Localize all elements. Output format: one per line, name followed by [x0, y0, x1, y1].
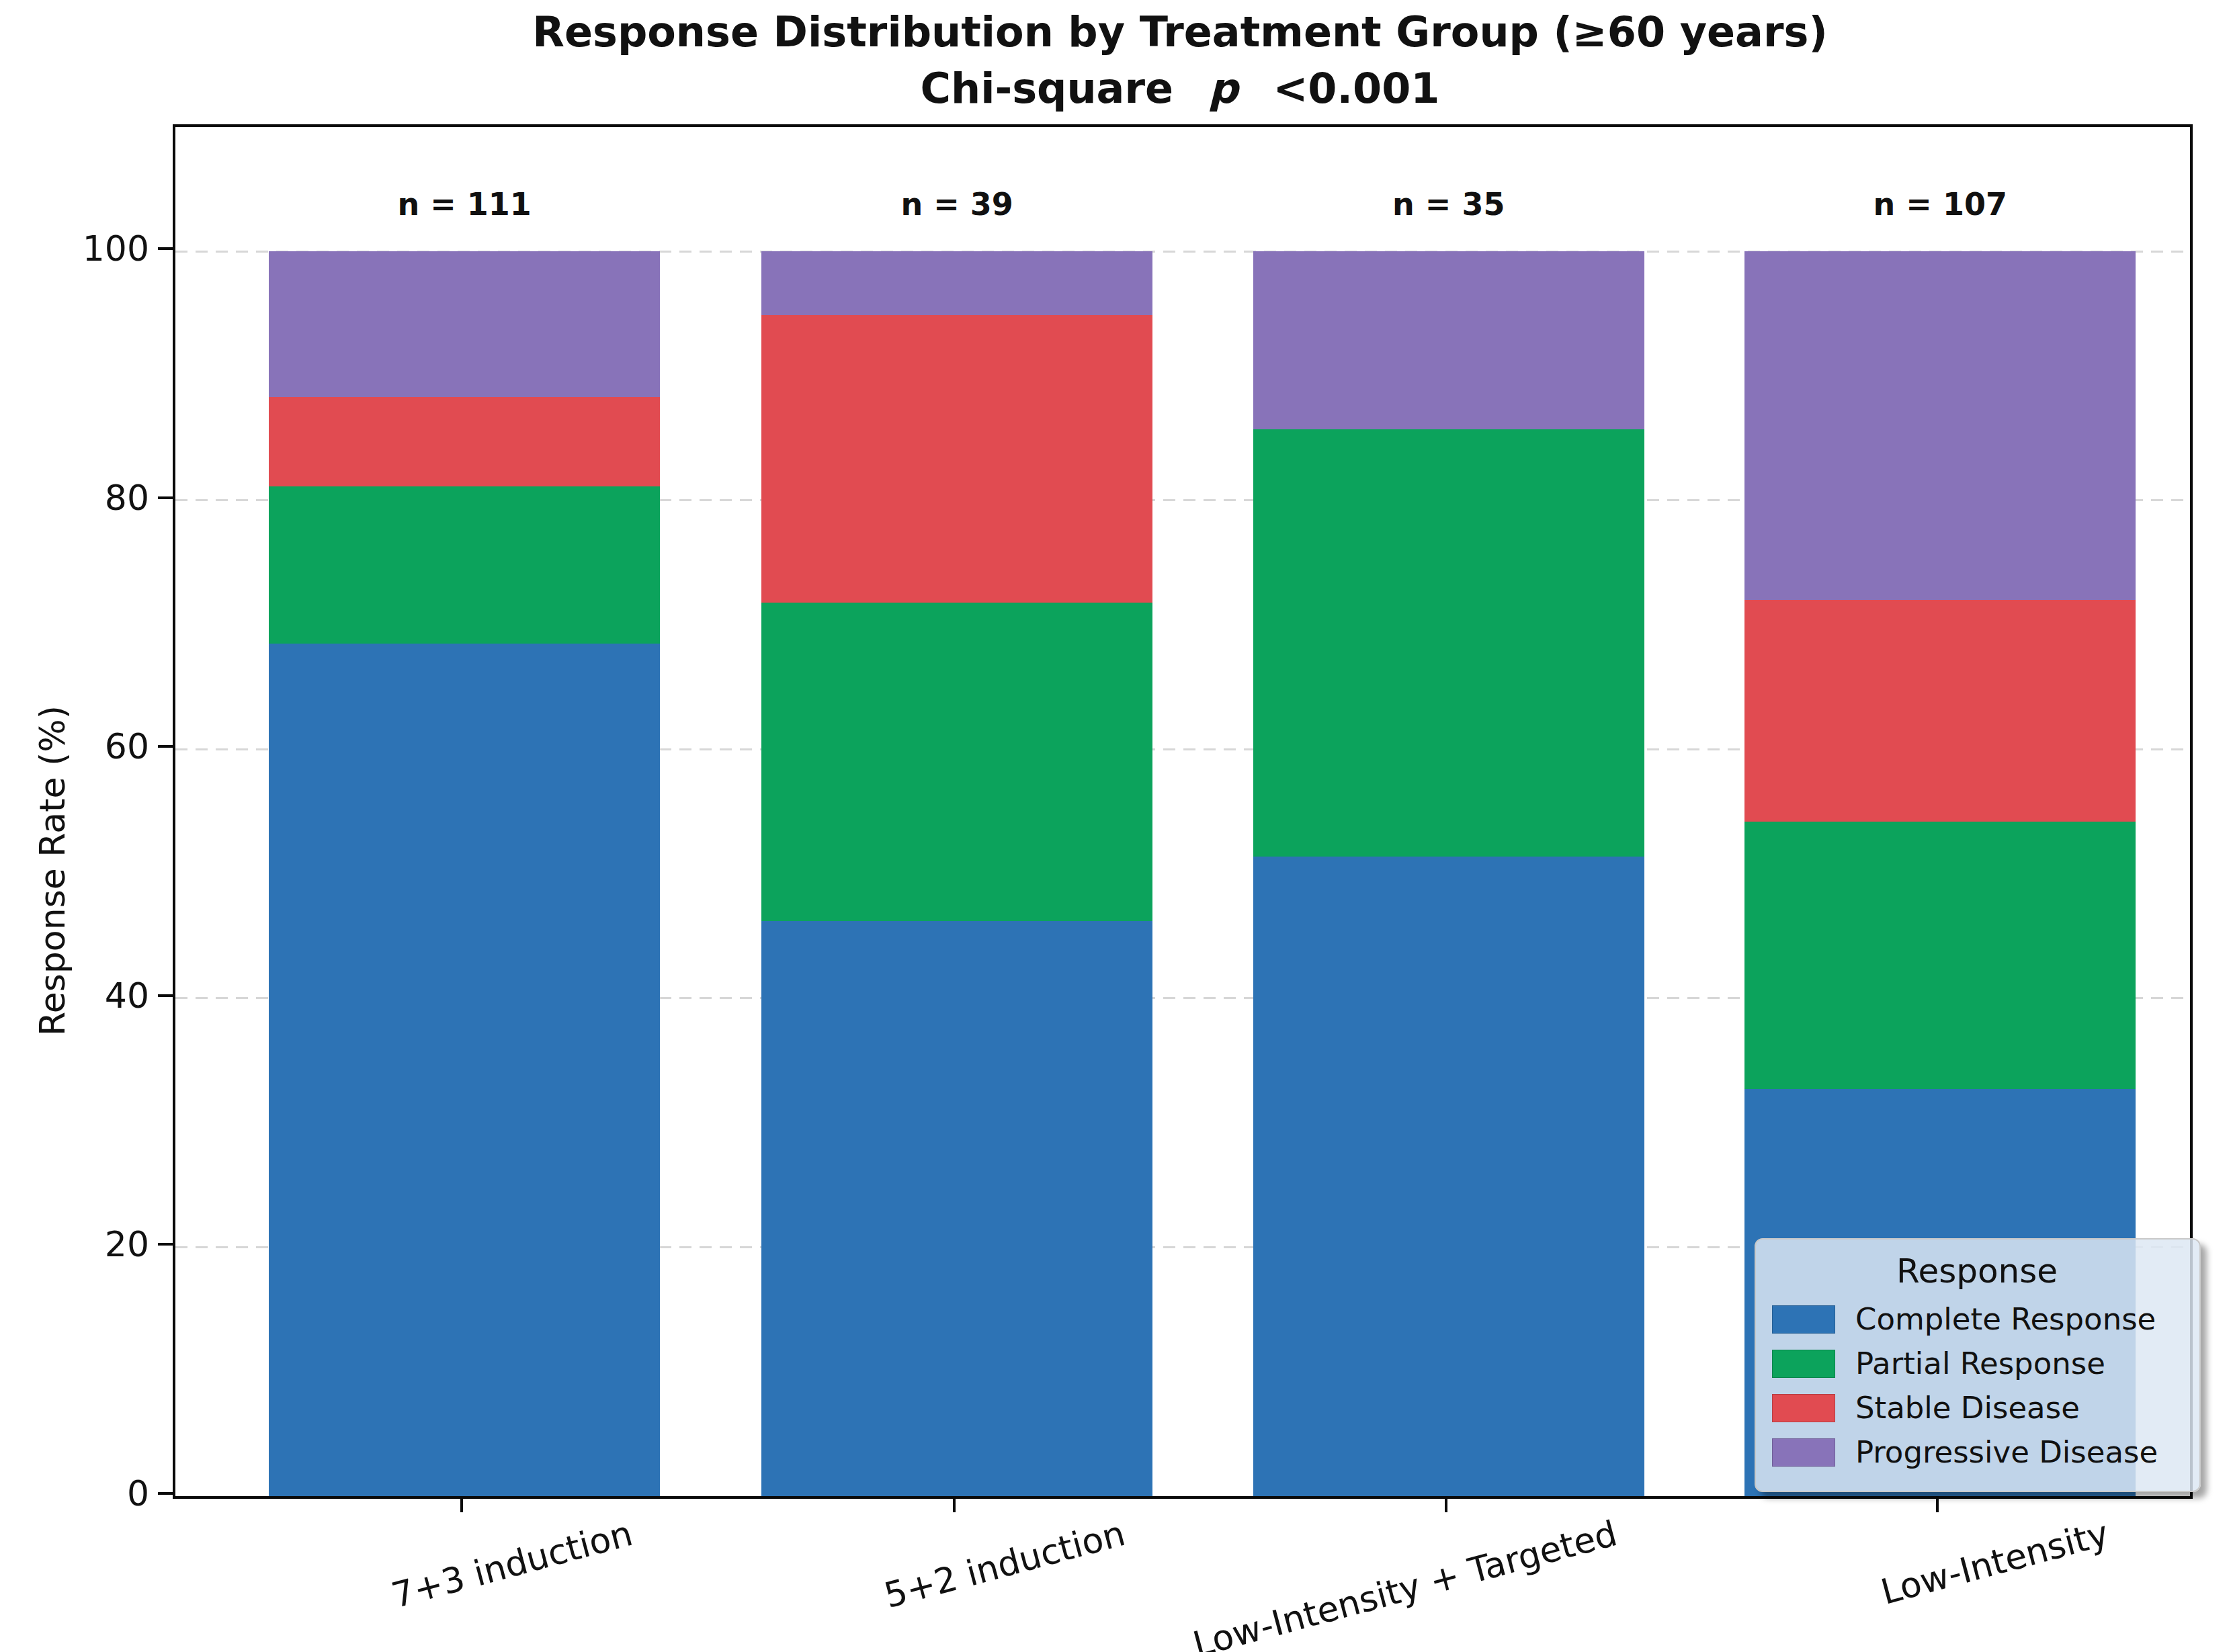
y-tick-mark-20: [158, 1243, 173, 1246]
bar-3: [1253, 127, 1644, 1496]
legend-swatch-progressive-disease: [1772, 1438, 1835, 1467]
n-label-3: n = 35: [1392, 186, 1505, 222]
bar-3-segment-complete-response: [1253, 857, 1644, 1496]
chart-subtitle: Chi-square p <0.001: [173, 60, 2187, 117]
legend-row-stable-disease: Stable Disease: [1772, 1386, 2182, 1430]
bar-1-segment-progressive-disease: [269, 251, 660, 397]
bar-3-segment-progressive-disease: [1253, 251, 1644, 429]
bar-3-segment-partial-response: [1253, 429, 1644, 856]
bar-1-segment-stable-disease: [269, 397, 660, 486]
x-tick-label-text-2: 5+2 induction: [880, 1513, 1130, 1616]
y-tick-label-20: 20: [105, 1227, 149, 1262]
y-tick-label-100: 100: [83, 231, 149, 266]
x-tick-mark-1: [460, 1496, 463, 1512]
x-tick-mark-2: [953, 1496, 956, 1512]
y-tick-mark-40: [158, 994, 173, 997]
bar-2-segment-partial-response: [761, 603, 1152, 921]
legend-label-progressive-disease: Progressive Disease: [1855, 1436, 2158, 1469]
bar-4-segment-stable-disease: [1744, 600, 2136, 822]
legend-swatch-partial-response: [1772, 1350, 1835, 1378]
y-tick-label-60: 60: [105, 729, 149, 764]
bar-2: [761, 127, 1152, 1496]
chart-title-block: Response Distribution by Treatment Group…: [173, 4, 2187, 117]
bar-4-segment-partial-response: [1744, 822, 2136, 1089]
bar-2-segment-stable-disease: [761, 315, 1152, 603]
y-tick-mark-100: [158, 247, 173, 250]
subtitle-prefix: Chi-square: [921, 64, 1174, 113]
legend-row-partial-response: Partial Response: [1772, 1342, 2182, 1386]
figure: Response Distribution by Treatment Group…: [0, 0, 2231, 1652]
bar-4-segment-progressive-disease: [1744, 251, 2136, 600]
legend-swatch-complete-response: [1772, 1305, 1835, 1334]
chart-title: Response Distribution by Treatment Group…: [173, 4, 2187, 60]
n-label-1: n = 111: [398, 186, 532, 222]
subtitle-p-symbol: p: [1208, 64, 1238, 113]
y-tick-mark-80: [158, 496, 173, 499]
x-tick-label-text-1: 7+3 induction: [388, 1513, 637, 1616]
n-label-4: n = 107: [1874, 186, 2007, 222]
y-tick-label-40: 40: [105, 978, 149, 1013]
legend-row-progressive-disease: Progressive Disease: [1772, 1430, 2182, 1475]
legend-label-stable-disease: Stable Disease: [1855, 1391, 2080, 1425]
legend-label-partial-response: Partial Response: [1855, 1347, 2105, 1381]
bar-1-segment-partial-response: [269, 486, 660, 643]
bar-1-segment-complete-response: [269, 644, 660, 1496]
legend-row-complete-response: Complete Response: [1772, 1297, 2182, 1342]
n-label-2: n = 39: [901, 186, 1013, 222]
x-tick-label-text-3: Low-Intensity + Targeted: [1189, 1513, 1621, 1652]
legend-label-complete-response: Complete Response: [1855, 1303, 2156, 1336]
x-tick-mark-4: [1936, 1496, 1939, 1512]
y-tick-mark-0: [158, 1492, 173, 1495]
x-tick-label-text-4: Low-Intensity: [1877, 1513, 2113, 1612]
plot-area: n = 111 n = 39 n = 35 n = 107 Response Comp…: [173, 124, 2193, 1499]
bar-2-segment-progressive-disease: [761, 251, 1152, 314]
bar-2-segment-complete-response: [761, 921, 1152, 1496]
y-axis-tick-labels: 020406080100: [0, 124, 149, 1493]
legend-rows: Complete Response Partial Response Stable …: [1772, 1297, 2182, 1475]
x-tick-mark-3: [1445, 1496, 1447, 1512]
legend-title: Response: [1772, 1249, 2182, 1293]
y-tick-label-80: 80: [105, 480, 149, 515]
legend-swatch-stable-disease: [1772, 1394, 1835, 1422]
y-tick-mark-60: [158, 745, 173, 748]
y-tick-label-0: 0: [127, 1476, 149, 1511]
bar-1: [269, 127, 660, 1496]
legend: Response Complete Response Partial Respon…: [1755, 1238, 2201, 1492]
subtitle-p-value: <0.001: [1273, 64, 1439, 113]
